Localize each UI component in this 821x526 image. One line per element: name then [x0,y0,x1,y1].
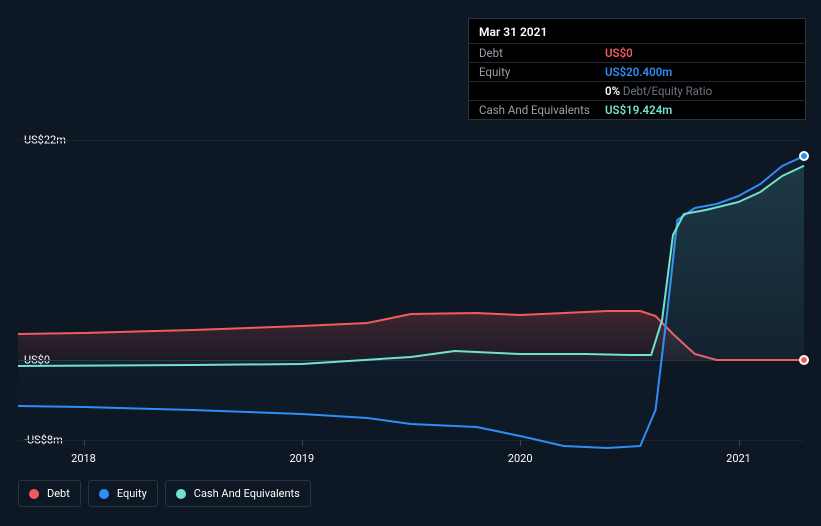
tooltip-row-label: Equity [479,65,605,79]
tooltip-row-label: Cash And Equivalents [479,103,605,117]
tooltip-row-label [479,84,605,98]
tooltip-row-label: Debt [479,46,605,60]
tooltip: Mar 31 2021 DebtUS$0EquityUS$20.400m0% D… [468,18,806,120]
tooltip-row: EquityUS$20.400m [469,62,805,81]
x-axis-label: 2021 [726,452,751,465]
legend-swatch-icon [176,489,186,499]
legend-item-debt[interactable]: Debt [18,480,81,507]
tooltip-row: 0% Debt/Equity Ratio [469,81,805,100]
tooltip-row: Cash And EquivalentsUS$19.424m [469,100,805,119]
legend-label: Debt [47,487,70,500]
series-marker-equity [799,151,809,161]
tooltip-row-value: 0% Debt/Equity Ratio [605,84,712,98]
series-marker-debt [799,355,809,365]
tooltip-row-value: US$0 [605,46,633,60]
legend: Debt Equity Cash And Equivalents [18,480,311,507]
tooltip-row: DebtUS$0 [469,43,805,62]
x-axis-label: 2020 [508,452,533,465]
tooltip-row-value: US$19.424m [605,103,672,117]
x-axis-label: 2018 [71,452,96,465]
tooltip-row-value: US$20.400m [605,65,672,79]
x-axis-label: 2019 [289,452,314,465]
legend-label: Cash And Equivalents [194,487,300,500]
legend-label: Equity [117,487,147,500]
tooltip-date: Mar 31 2021 [469,19,805,43]
legend-swatch-icon [29,489,39,499]
legend-swatch-icon [99,489,109,499]
legend-item-equity[interactable]: Equity [88,480,158,507]
legend-item-cash[interactable]: Cash And Equivalents [165,480,311,507]
